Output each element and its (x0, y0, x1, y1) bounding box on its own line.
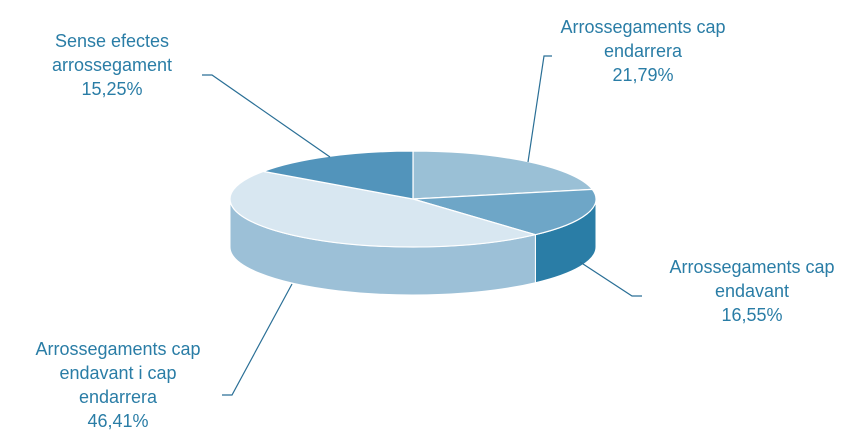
leader-lines (202, 55, 642, 396)
pie-slice-2 (229, 170, 536, 248)
slice-value-label-2: 46,41% (87, 411, 148, 431)
pie-slice-0 (412, 150, 593, 200)
pie-tops (229, 150, 597, 248)
slice-label-1-line-1: endavant (715, 281, 789, 301)
leader-line-2 (222, 283, 293, 396)
slice-value-label-0: 21,79% (612, 65, 673, 85)
slice-label-2-line-2: endarrera (79, 387, 158, 407)
pie-sides (229, 198, 597, 296)
leader-line-1 (579, 261, 642, 297)
slice-labels: Arrossegaments cap endarrera 21,79% Arrosse… (35, 17, 834, 431)
leader-line-3 (202, 74, 331, 158)
slice-label-0-line-1: endarrera (604, 41, 683, 61)
slice-label-3-line-0: Sense efectes (55, 31, 169, 51)
slice-value-label-3: 15,25% (81, 79, 142, 99)
slice-label-1-line-0: Arrossegaments cap (669, 257, 834, 277)
slice-value-label-1: 16,55% (721, 305, 782, 325)
slice-label-3-line-1: arrossegament (52, 55, 172, 75)
slice-label-2-line-1: endavant i cap (59, 363, 176, 383)
slice-label-0-line-0: Arrossegaments cap (560, 17, 725, 37)
pie-slice-1 (412, 188, 597, 236)
slice-label-2-line-0: Arrossegaments cap (35, 339, 200, 359)
leader-line-0 (527, 55, 552, 163)
